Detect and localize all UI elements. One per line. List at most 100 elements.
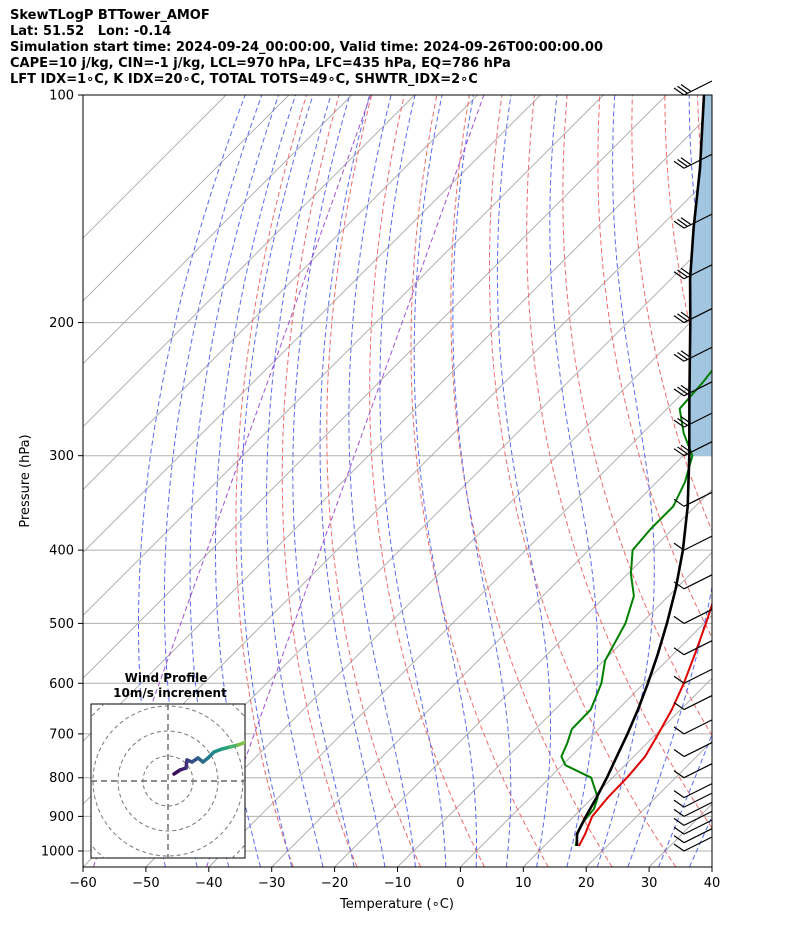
dry-adiabat bbox=[526, 95, 712, 829]
barb-staff bbox=[683, 264, 713, 280]
dewpoint-profile bbox=[560, 369, 712, 847]
isotherm bbox=[271, 426, 712, 867]
barb-flag bbox=[673, 581, 685, 590]
wind-barb bbox=[673, 441, 713, 457]
x-tick-label: −50 bbox=[132, 876, 159, 891]
barb-flag bbox=[673, 315, 685, 324]
wind-barb bbox=[673, 819, 713, 835]
y-tick-label: 800 bbox=[49, 771, 74, 786]
dry-adiabat bbox=[369, 95, 485, 867]
moist-adiabat bbox=[452, 95, 512, 867]
x-tick-label: −30 bbox=[258, 876, 285, 891]
barb-staff bbox=[683, 153, 713, 169]
isotherm bbox=[145, 300, 712, 867]
barb-flag bbox=[673, 87, 685, 96]
wind-barb bbox=[673, 574, 713, 590]
title-line-1: SkewTLogP BTTower_AMOF bbox=[10, 8, 210, 23]
x-tick-label: −60 bbox=[69, 876, 96, 891]
barb-staff bbox=[683, 308, 713, 324]
dry-adiabat bbox=[597, 95, 712, 639]
barb-staff bbox=[683, 346, 713, 362]
dry-adiabat bbox=[410, 95, 549, 867]
dry-adiabat bbox=[763, 95, 794, 867]
wind-barb bbox=[673, 80, 713, 96]
barb-staff bbox=[683, 828, 713, 844]
dry-adiabat bbox=[450, 95, 613, 867]
wind-barb bbox=[673, 668, 713, 684]
wind-barb bbox=[673, 783, 713, 799]
isotherm bbox=[83, 95, 667, 679]
isotherm bbox=[83, 95, 416, 428]
barb-flag bbox=[680, 311, 692, 320]
barb-flag bbox=[677, 313, 688, 322]
isotherm bbox=[460, 614, 712, 867]
wind-barb bbox=[673, 828, 713, 844]
wind-barb bbox=[673, 264, 713, 280]
x-tick-label: 10 bbox=[515, 876, 532, 891]
y-axis-label: Pressure (hPa) bbox=[18, 434, 33, 527]
wind-barb bbox=[673, 810, 713, 826]
barb-staff bbox=[683, 719, 713, 735]
moist-adiabat bbox=[720, 95, 794, 867]
moist-adiabat bbox=[319, 95, 386, 867]
wind-barb bbox=[673, 719, 713, 735]
wind-barb bbox=[673, 695, 713, 711]
barb-staff bbox=[683, 741, 713, 758]
barb-flag bbox=[677, 417, 688, 426]
barb-flag bbox=[673, 702, 685, 711]
barb-staff bbox=[683, 213, 713, 229]
cape-area bbox=[689, 95, 712, 456]
barb-flag bbox=[680, 84, 692, 92]
y-tick-label: 500 bbox=[49, 617, 74, 632]
y-tick-label: 300 bbox=[49, 449, 74, 464]
y-tick-label: 700 bbox=[49, 727, 74, 742]
isotherm bbox=[208, 363, 712, 867]
barb-staff bbox=[683, 608, 713, 624]
dry-adiabat bbox=[730, 95, 794, 867]
hodograph-ring bbox=[117, 730, 219, 832]
x-tick-label: −10 bbox=[384, 876, 411, 891]
barb-flag bbox=[677, 159, 688, 168]
moist-adiabat bbox=[658, 733, 712, 867]
inset-title: Wind Profile bbox=[125, 671, 208, 685]
moist-adiabat bbox=[627, 95, 712, 867]
moist-adiabat bbox=[496, 95, 551, 867]
barb-flag bbox=[677, 446, 688, 455]
barb-staff bbox=[683, 668, 713, 684]
wind-barb bbox=[673, 346, 713, 362]
barb-staff bbox=[683, 783, 713, 799]
x-tick-label: 30 bbox=[641, 876, 658, 891]
moist-adiabat bbox=[596, 95, 655, 867]
moist-adiabat bbox=[240, 95, 314, 867]
barb-staff bbox=[683, 381, 713, 397]
barb-flag bbox=[673, 799, 685, 808]
dry-adiabat bbox=[562, 95, 712, 737]
barb-flag bbox=[673, 353, 685, 362]
barb-flag bbox=[680, 157, 692, 166]
barb-flag bbox=[673, 542, 685, 551]
barb-staff bbox=[683, 836, 713, 852]
barb-staff bbox=[683, 412, 713, 428]
barb-flag bbox=[677, 218, 688, 227]
x-tick-label: −40 bbox=[195, 876, 222, 891]
inset-subtitle: 10m/s increment bbox=[113, 686, 227, 700]
y-tick-label: 200 bbox=[49, 316, 74, 331]
isotherm bbox=[83, 95, 478, 491]
hodograph bbox=[91, 704, 245, 858]
moist-adiabat bbox=[379, 95, 447, 867]
isotherm bbox=[334, 488, 712, 867]
wind-barb bbox=[673, 792, 713, 808]
wind-barb bbox=[673, 801, 713, 817]
dry-adiabat bbox=[326, 95, 422, 867]
isotherm bbox=[711, 866, 712, 867]
mixing-ratio-line bbox=[206, 95, 485, 867]
isotherm bbox=[83, 95, 541, 554]
title-line-3: Simulation start time: 2024-09-24_00:00:… bbox=[10, 40, 603, 55]
barb-flag bbox=[680, 217, 692, 226]
hodograph-inset: Wind Profile 10m/s increment bbox=[90, 671, 246, 859]
barb-flag bbox=[677, 352, 688, 360]
wind-barb bbox=[673, 308, 713, 324]
barb-staff bbox=[683, 535, 713, 551]
barb-flag bbox=[673, 675, 685, 684]
barb-flag bbox=[677, 386, 688, 395]
